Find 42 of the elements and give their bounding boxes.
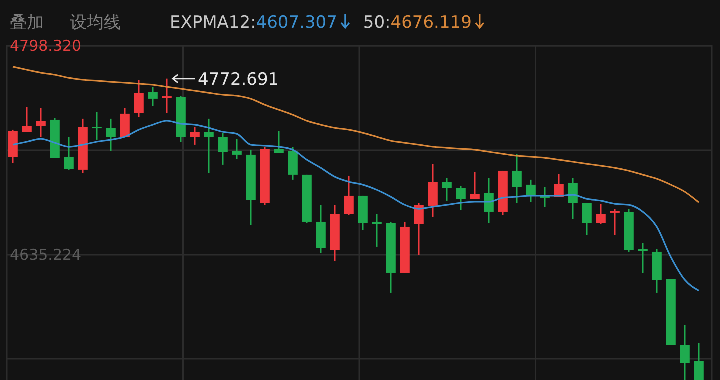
candlestick xyxy=(414,202,424,256)
candlestick xyxy=(148,86,158,107)
text: 4676.119 xyxy=(390,13,472,33)
candlestick xyxy=(470,171,480,200)
text: 4607.307 xyxy=(256,13,338,33)
candlestick xyxy=(134,79,144,118)
candlestick xyxy=(582,202,592,236)
candlestick xyxy=(232,138,242,160)
text: 设均线 xyxy=(70,13,121,33)
candlestick xyxy=(372,213,382,248)
candlestick xyxy=(36,107,46,138)
candlestick xyxy=(512,153,522,204)
candlestick xyxy=(638,242,648,274)
candlestick xyxy=(218,132,228,166)
line-series xyxy=(12,66,700,204)
y-tick-label: 4635.224 xyxy=(10,246,82,264)
candlestick xyxy=(120,107,130,138)
candlestick xyxy=(92,111,102,141)
candlestick xyxy=(344,175,354,216)
candlestick xyxy=(610,208,620,236)
candlestick xyxy=(64,136,74,171)
text: 叠加 xyxy=(10,13,44,33)
candlestick xyxy=(526,179,536,203)
candlestick xyxy=(442,177,452,202)
candlestick xyxy=(106,118,116,152)
candlestick xyxy=(680,324,690,380)
candlestick xyxy=(428,163,438,218)
candlestick xyxy=(456,185,466,211)
candlestick xyxy=(204,118,214,174)
candlestick xyxy=(596,203,606,225)
y-tick-label: 4798.320 xyxy=(10,37,82,55)
candlestick xyxy=(568,177,578,220)
candlestick xyxy=(274,130,284,154)
text: EXPMA12: xyxy=(170,13,256,33)
candlestick xyxy=(22,106,32,133)
text: 50: xyxy=(363,13,391,33)
candlestick xyxy=(190,126,200,146)
candlestick xyxy=(162,78,172,114)
candlestick xyxy=(288,146,298,181)
annotation: 4772.691 xyxy=(198,70,280,90)
candlestick xyxy=(484,177,494,224)
candlestick xyxy=(694,342,704,380)
